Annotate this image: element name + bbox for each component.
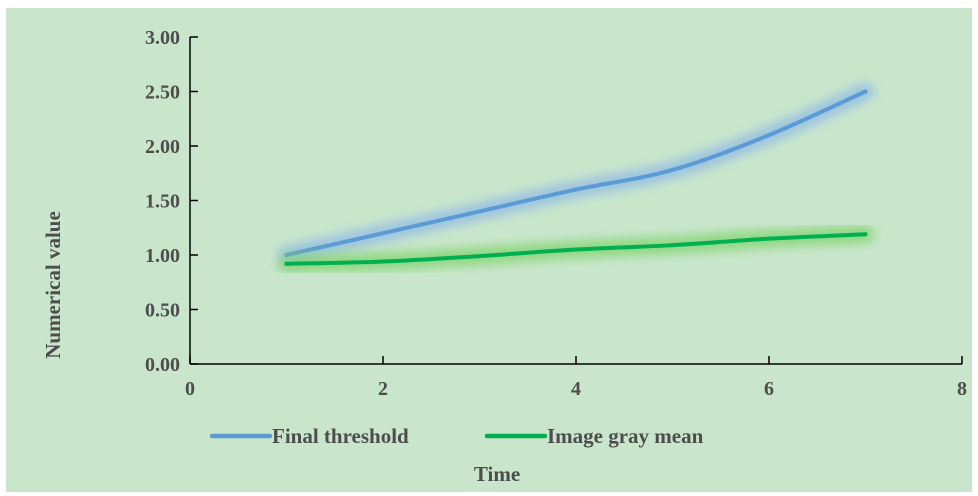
- line-chart: 0.00 0.50 1.00 1.50 2.00 2.50 3.00 0 2 4 6 8 Numeri…: [41, 27, 967, 486]
- series-point: [284, 261, 289, 266]
- x-tick-label: 2: [378, 378, 388, 400]
- x-tick-label: 0: [185, 378, 195, 400]
- labels-layer: 0.00 0.50 1.00 1.50 2.00 2.50 3.00 0 2 4 6 8: [145, 27, 967, 400]
- legend-label: Image gray mean: [547, 424, 704, 448]
- series-point: [381, 231, 385, 236]
- y-tick-label: 2.50: [145, 82, 180, 104]
- series-point: [574, 187, 578, 192]
- y-axis-title: Numerical value: [41, 211, 65, 359]
- legend-label: Final threshold: [272, 424, 409, 448]
- y-tick-label: 1.00: [145, 245, 180, 267]
- series-point: [670, 243, 675, 248]
- series-layer: [277, 82, 875, 273]
- y-tick-label: 0.50: [145, 300, 180, 322]
- y-tick-label: 1.50: [145, 191, 180, 213]
- series-point: [670, 167, 675, 172]
- x-tick-label: 6: [764, 378, 774, 400]
- series-point: [767, 236, 771, 241]
- y-tick-label: 2.00: [145, 136, 180, 158]
- y-tick-label: 3.00: [145, 27, 180, 49]
- series-point: [477, 209, 482, 214]
- series-point: [574, 247, 578, 252]
- axes: [189, 36, 963, 365]
- series-point: [767, 133, 771, 138]
- x-tick-label: 4: [571, 378, 581, 400]
- chart-area: 0.00 0.50 1.00 1.50 2.00 2.50 3.00 0 2 4 6 8 Numeri…: [6, 8, 972, 492]
- x-axis-title: Time: [474, 462, 520, 486]
- legend: Final threshold Image gray mean: [209, 424, 704, 448]
- series-point: [863, 232, 868, 237]
- series-point: [863, 89, 868, 94]
- x-tick-label: 8: [957, 378, 967, 400]
- series-point: [477, 254, 482, 259]
- series-point: [381, 259, 385, 264]
- y-tick-label: 0.00: [145, 354, 180, 376]
